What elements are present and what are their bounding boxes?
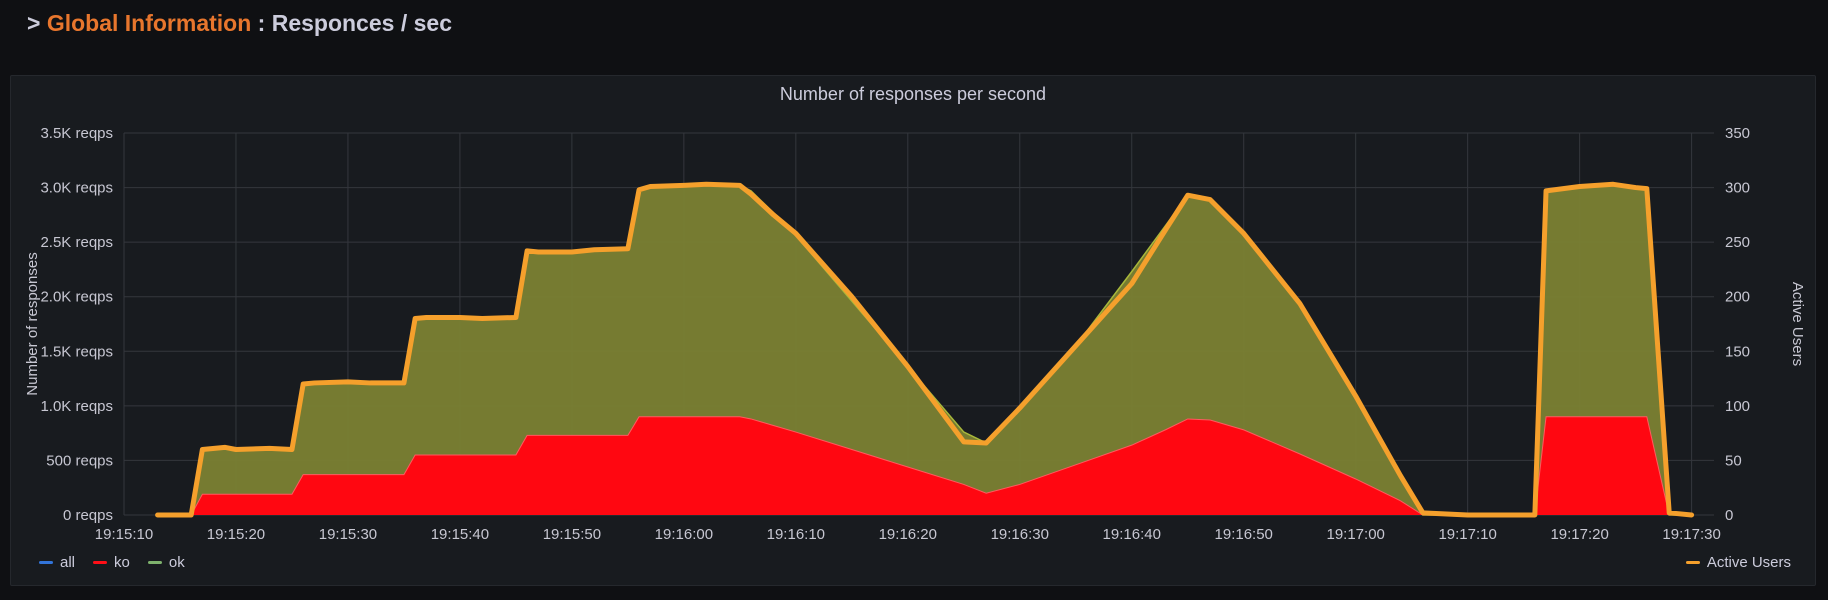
row-title-accent: Global Information: [46, 10, 252, 36]
legend-swatch-active-users: [1685, 561, 1700, 564]
y2-tick-label: 100: [1725, 398, 1750, 415]
legend-label-ok: ok: [168, 554, 185, 571]
x-tick-label: 19:16:20: [879, 526, 937, 543]
legend: all ko ok: [39, 554, 185, 571]
y-tick-label: 1.5K reqps: [40, 343, 113, 360]
collapse-arrow-icon[interactable]: >: [27, 10, 41, 36]
legend-swatch-ko: [93, 561, 108, 564]
x-tick-label: 19:15:30: [319, 526, 377, 543]
y2-axis-title: Active Users: [1789, 282, 1806, 366]
y2-tick-label: 0: [1725, 507, 1733, 524]
y2-tick-label: 150: [1725, 343, 1750, 360]
series-line-active-users: [155, 181, 1695, 518]
row-title[interactable]: > Global Information : Responces / sec: [27, 10, 452, 37]
legend-item-all[interactable]: all: [39, 554, 75, 571]
legend-item-ko[interactable]: ko: [93, 554, 130, 571]
y-tick-label: 3.5K reqps: [40, 125, 113, 142]
y2-tick-label: 200: [1725, 289, 1750, 306]
x-tick-label: 19:15:20: [207, 526, 265, 543]
x-tick-label: 19:17:00: [1326, 526, 1384, 543]
y-tick-label: 2.0K reqps: [40, 289, 113, 306]
panel-title[interactable]: Number of responses per second: [779, 84, 1047, 104]
series-area-ko: [157, 416, 1692, 515]
row-title-rest: : Responces / sec: [251, 10, 452, 36]
row-header[interactable]: > Global Information : Responces / sec: [0, 0, 1828, 66]
y2-tick-label: 300: [1725, 180, 1750, 197]
y-tick-label: 500 reqps: [46, 452, 113, 469]
y2-tick-label: 350: [1725, 125, 1750, 142]
y-tick-label: 1.0K reqps: [40, 398, 113, 415]
y2-tick-label: 50: [1725, 452, 1742, 469]
x-tick-label: 19:15:40: [431, 526, 489, 543]
y-tick-label: 2.5K reqps: [40, 234, 113, 251]
y-tick-label: 3.0K reqps: [40, 180, 113, 197]
x-tick-label: 19:16:10: [767, 526, 825, 543]
legend-label-all: all: [60, 554, 76, 571]
legend-swatch-ok: [147, 561, 162, 564]
x-tick-label: 19:17:10: [1438, 526, 1496, 543]
chart-panel: Number of responses per second 0 reqps 50…: [10, 75, 1816, 586]
legend-label-ko: ko: [114, 554, 130, 571]
legend-item-ok[interactable]: ok: [147, 554, 185, 571]
x-tick-label: 19:15:10: [95, 526, 153, 543]
x-tick-label: 19:16:50: [1215, 526, 1273, 543]
series-area-ok: [157, 185, 1692, 515]
y-tick-label: 0 reqps: [63, 507, 113, 524]
legend-label-active-users: Active Users: [1706, 554, 1791, 571]
chart-svg[interactable]: 0 reqps 500 reqps 1.0K reqps 1.5K reqps 2.0K…: [11, 76, 1817, 587]
x-tick-label: 19:17:20: [1550, 526, 1608, 543]
x-tick-label: 19:16:00: [655, 526, 713, 543]
x-tick-label: 19:15:50: [543, 526, 601, 543]
legend-item-active-users[interactable]: Active Users: [1685, 554, 1791, 571]
y-axis-title: Number of responses: [24, 252, 41, 395]
x-tick-label: 19:16:40: [1103, 526, 1161, 543]
x-tick-label: 19:17:30: [1662, 526, 1720, 543]
y2-tick-label: 250: [1725, 234, 1750, 251]
legend-swatch-all: [39, 561, 53, 564]
x-tick-label: 19:16:30: [991, 526, 1049, 543]
